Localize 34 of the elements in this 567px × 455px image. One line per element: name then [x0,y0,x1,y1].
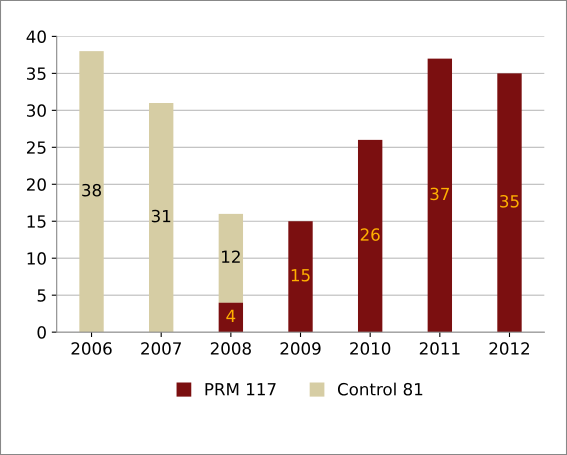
y-tick-label: 40 [26,30,46,43]
y-tick-label: 35 [27,67,46,80]
x-tick-label: 2008 [210,342,251,355]
x-tick-label: 2007 [141,342,181,355]
x-tick-label: 2011 [420,342,460,355]
y-tick-label: 0 [37,326,46,339]
bar [218,214,244,303]
bar [79,51,104,332]
data-label: 31 [152,210,170,222]
bar [428,58,452,332]
y-tick-label: 5 [38,289,46,302]
x-tick-label: 2010 [350,342,390,355]
data-label: 4 [226,310,236,322]
legend-label: Control 81 [338,382,422,396]
data-label: 35 [500,194,519,208]
bar [497,73,522,332]
data-label: 12 [222,250,240,263]
legend-label: PRM 117 [206,383,276,396]
data-label: 26 [360,228,380,241]
y-tick-label: 25 [26,141,46,154]
bar [358,140,382,332]
y-tick-label: 10 [28,252,46,265]
x-tick-label: 2006 [72,342,112,355]
y-tick-label: 15 [28,215,46,228]
x-tick-label: 2012 [490,342,530,355]
y-tick-label: 30 [27,104,46,117]
data-label: 15 [292,269,310,282]
bar [218,302,244,332]
data-label: 37 [430,188,450,200]
data-label: 38 [82,184,101,197]
x-tick-label: 2009 [280,342,321,355]
y-tick-label: 20 [26,178,46,191]
bar [149,102,174,332]
bar [288,221,313,332]
